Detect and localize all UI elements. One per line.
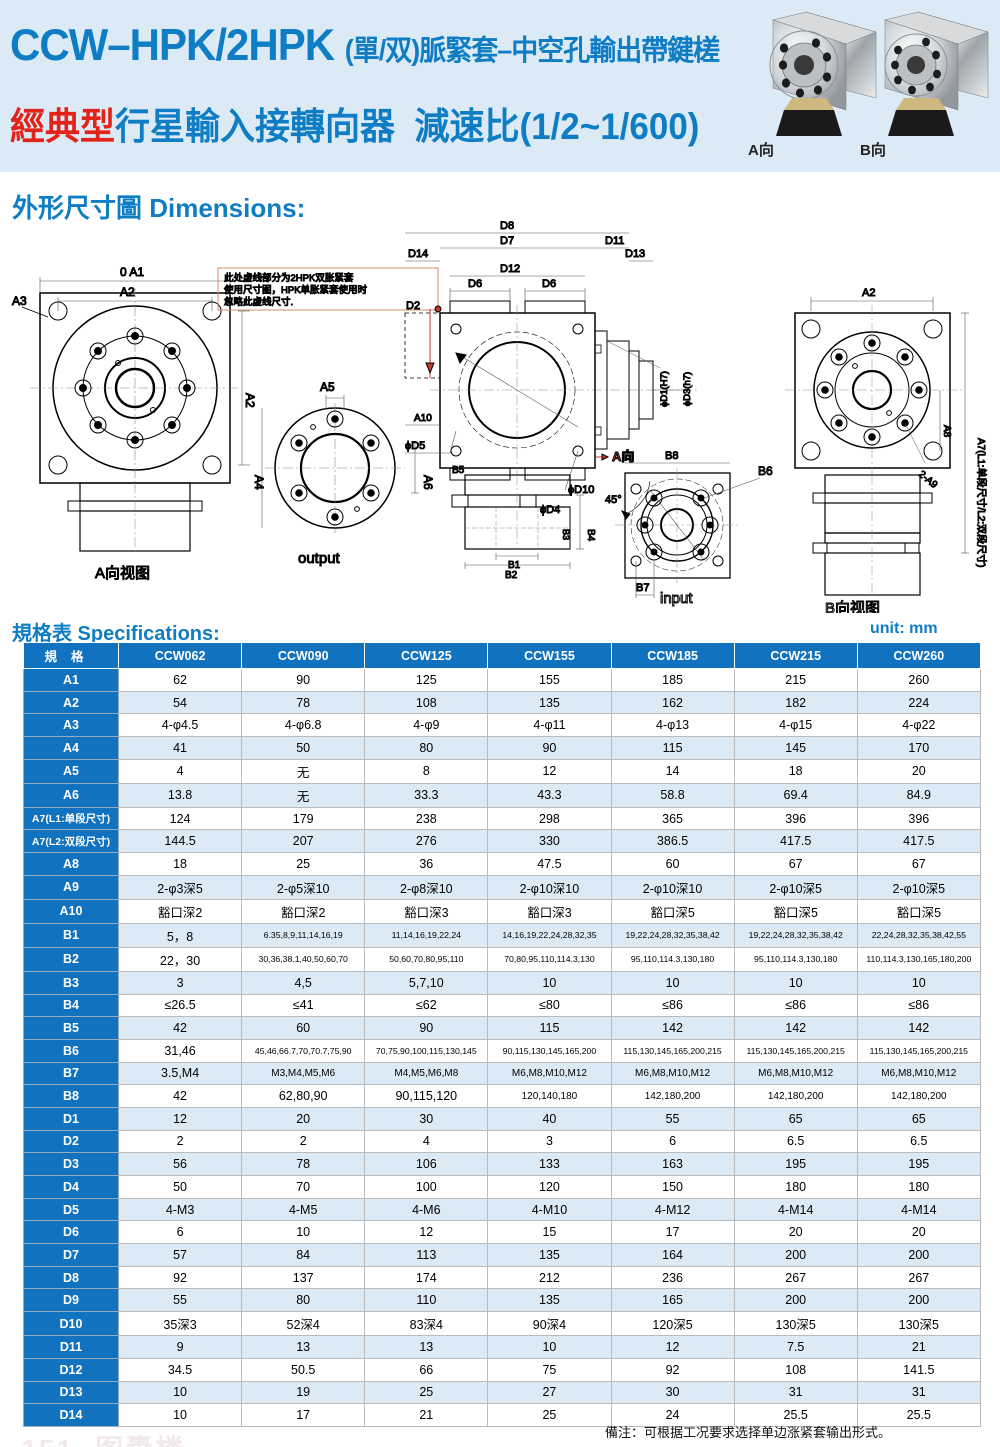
svg-text:B4: B4 bbox=[585, 529, 596, 542]
svg-text:A2: A2 bbox=[120, 285, 135, 299]
svg-text:A向视图: A向视图 bbox=[95, 565, 150, 582]
svg-text:A7(L1:单段尺寸/L2:双段尺寸): A7(L1:单段尺寸/L2:双段尺寸) bbox=[975, 438, 988, 567]
svg-text:D6: D6 bbox=[542, 278, 556, 290]
svg-text:A向: A向 bbox=[612, 449, 634, 464]
svg-text:D7: D7 bbox=[500, 235, 514, 247]
svg-text:D6: D6 bbox=[468, 278, 482, 290]
svg-text:使用尺寸图，HPK单胀紧套使用时: 使用尺寸图，HPK单胀紧套使用时 bbox=[224, 284, 368, 296]
svg-text:B8: B8 bbox=[665, 450, 678, 462]
svg-text:output: output bbox=[298, 550, 341, 567]
svg-text:B6: B6 bbox=[758, 464, 773, 478]
svg-text:D8: D8 bbox=[500, 220, 514, 232]
svg-text:B5: B5 bbox=[452, 465, 465, 476]
svg-text:A2: A2 bbox=[862, 287, 875, 299]
svg-text:ϕD4: ϕD4 bbox=[540, 504, 560, 516]
svg-text:D11: D11 bbox=[605, 235, 624, 247]
svg-text:A10: A10 bbox=[414, 413, 432, 424]
svg-text:D12: D12 bbox=[500, 263, 520, 275]
svg-text:A6: A6 bbox=[421, 475, 435, 490]
svg-text:D13: D13 bbox=[625, 248, 645, 260]
svg-text:B向视图: B向视图 bbox=[825, 600, 880, 613]
svg-text:A8: A8 bbox=[941, 425, 952, 438]
svg-text:input: input bbox=[660, 590, 693, 607]
svg-text:此处虚线部分为2HPK双胀紧套: 此处虚线部分为2HPK双胀紧套 bbox=[224, 272, 354, 284]
svg-text:A3: A3 bbox=[12, 294, 27, 308]
svg-text:ϕD1(H7): ϕD1(H7) bbox=[659, 371, 670, 407]
svg-text:B7: B7 bbox=[636, 582, 649, 594]
svg-text:B3: B3 bbox=[561, 529, 571, 540]
svg-text:忽略此虚线尺寸.: 忽略此虚线尺寸. bbox=[224, 296, 293, 308]
svg-text:A5: A5 bbox=[320, 380, 335, 394]
svg-text:D2: D2 bbox=[406, 300, 420, 312]
svg-text:A2: A2 bbox=[243, 393, 257, 408]
svg-text:B2: B2 bbox=[505, 570, 518, 581]
svg-text:A4: A4 bbox=[252, 475, 266, 490]
svg-text:ϕD5: ϕD5 bbox=[405, 440, 425, 452]
svg-text:0 A1: 0 A1 bbox=[120, 265, 144, 279]
svg-text:D14: D14 bbox=[408, 248, 428, 260]
svg-text:ϕD3(h7): ϕD3(h7) bbox=[682, 372, 693, 406]
svg-text:45°: 45° bbox=[605, 494, 622, 506]
svg-text:ϕD10: ϕD10 bbox=[568, 484, 594, 496]
